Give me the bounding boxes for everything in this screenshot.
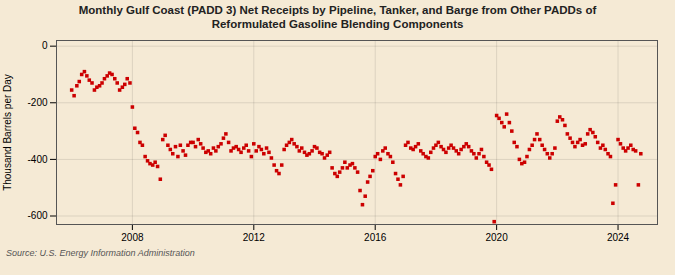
svg-text:2016: 2016 <box>364 231 387 242</box>
html-text:Monthly Gulf Coast (PADD 3) Ne: Monthly Gulf Coast (PADD 3) Net Receipts… <box>78 4 597 31</box>
svg-text:0: 0 <box>42 40 48 51</box>
svg-text:Thousand Barrels per Day: Thousand Barrels per Day <box>2 74 13 191</box>
html-text:Source: U.S. Energy Informatio: Source: U.S. Energy Information Administ… <box>6 247 195 258</box>
svg-text:2008: 2008 <box>121 231 144 242</box>
svg-text:-400: -400 <box>27 153 47 164</box>
svg-text:2024: 2024 <box>607 231 630 242</box>
svg-text:-200: -200 <box>27 97 47 108</box>
svg-text:2012: 2012 <box>243 231 266 242</box>
svg-text:2020: 2020 <box>486 231 509 242</box>
svg-text:-600: -600 <box>27 210 47 221</box>
